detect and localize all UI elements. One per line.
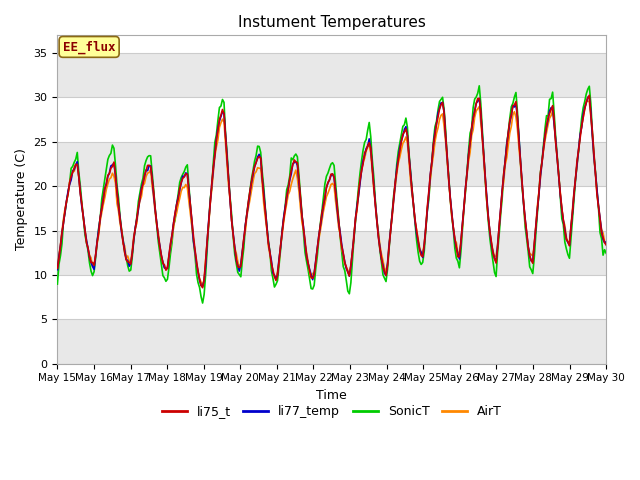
Line: li75_t: li75_t <box>58 96 606 288</box>
li75_t <box>246 188 254 193</box>
AirT <box>237 261 244 266</box>
AirT <box>584 98 591 104</box>
Line: AirT: AirT <box>58 101 606 285</box>
li75_t <box>602 242 610 248</box>
AirT <box>602 240 610 246</box>
SonicT <box>602 251 610 256</box>
AirT <box>199 282 207 288</box>
AirT <box>246 196 254 202</box>
SonicT <box>575 148 582 154</box>
SonicT <box>476 83 483 89</box>
SonicT <box>54 281 61 287</box>
li75_t <box>573 157 581 163</box>
Line: li77_temp: li77_temp <box>58 97 606 287</box>
li75_t <box>586 93 593 98</box>
li75_t <box>199 285 207 290</box>
li77_temp <box>246 189 254 195</box>
li75_t <box>121 250 129 255</box>
li77_temp <box>573 160 581 166</box>
li77_temp <box>237 262 244 267</box>
li75_t <box>295 177 303 182</box>
SonicT <box>246 187 254 193</box>
Legend: li75_t, li77_temp, SonicT, AirT: li75_t, li77_temp, SonicT, AirT <box>157 400 507 423</box>
AirT <box>54 265 61 271</box>
Text: EE_flux: EE_flux <box>63 40 115 54</box>
SonicT <box>199 300 207 306</box>
li77_temp <box>54 267 61 273</box>
li75_t <box>54 265 61 271</box>
li77_temp <box>584 94 591 100</box>
SonicT <box>121 249 129 255</box>
SonicT <box>295 172 303 178</box>
AirT <box>573 163 581 169</box>
li77_temp <box>199 284 207 289</box>
li77_temp <box>121 247 129 253</box>
Line: SonicT: SonicT <box>58 86 606 303</box>
SonicT <box>237 274 244 280</box>
AirT <box>219 116 227 122</box>
li77_temp <box>219 109 227 115</box>
li77_temp <box>295 180 303 185</box>
Bar <box>58 142 606 186</box>
li75_t <box>237 264 244 269</box>
AirT <box>295 188 303 194</box>
X-axis label: Time: Time <box>316 389 347 402</box>
Y-axis label: Temperature (C): Temperature (C) <box>15 149 28 251</box>
SonicT <box>219 96 227 102</box>
Bar <box>58 319 606 364</box>
li75_t <box>219 107 227 112</box>
Bar <box>58 230 606 275</box>
Title: Instument Temperatures: Instument Temperatures <box>238 15 426 30</box>
AirT <box>121 243 129 249</box>
Bar <box>58 53 606 97</box>
li77_temp <box>602 239 610 245</box>
